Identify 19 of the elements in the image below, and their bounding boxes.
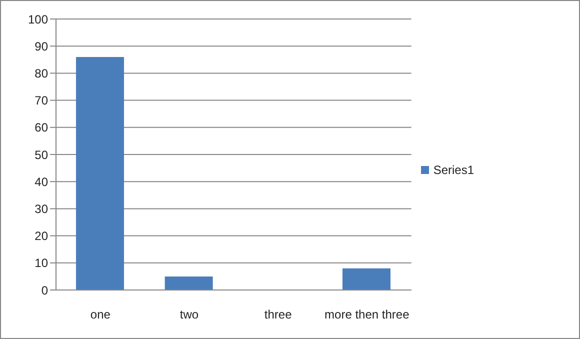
y-tick-label: 0 bbox=[41, 283, 48, 298]
y-tick-label: 20 bbox=[34, 229, 48, 244]
bar bbox=[164, 276, 213, 290]
y-tick-label: 80 bbox=[34, 66, 48, 80]
y-tick-label: 100 bbox=[28, 12, 48, 26]
x-tick-label: two bbox=[180, 308, 199, 322]
y-tick-label: 60 bbox=[34, 120, 48, 135]
bar bbox=[342, 268, 390, 290]
bar bbox=[76, 56, 124, 290]
x-tick-label: more then three bbox=[324, 308, 410, 322]
x-tick-label: three bbox=[264, 308, 292, 322]
y-tick-label: 70 bbox=[34, 94, 48, 108]
y-tick-label: 90 bbox=[34, 39, 48, 54]
y-tick-label: 10 bbox=[34, 256, 48, 270]
y-tick-label: 50 bbox=[34, 148, 48, 162]
legend-label: Series1 bbox=[433, 162, 474, 176]
y-tick-label: 30 bbox=[34, 202, 48, 216]
x-tick-label: one bbox=[90, 308, 111, 322]
y-tick-label: 40 bbox=[34, 174, 48, 189]
